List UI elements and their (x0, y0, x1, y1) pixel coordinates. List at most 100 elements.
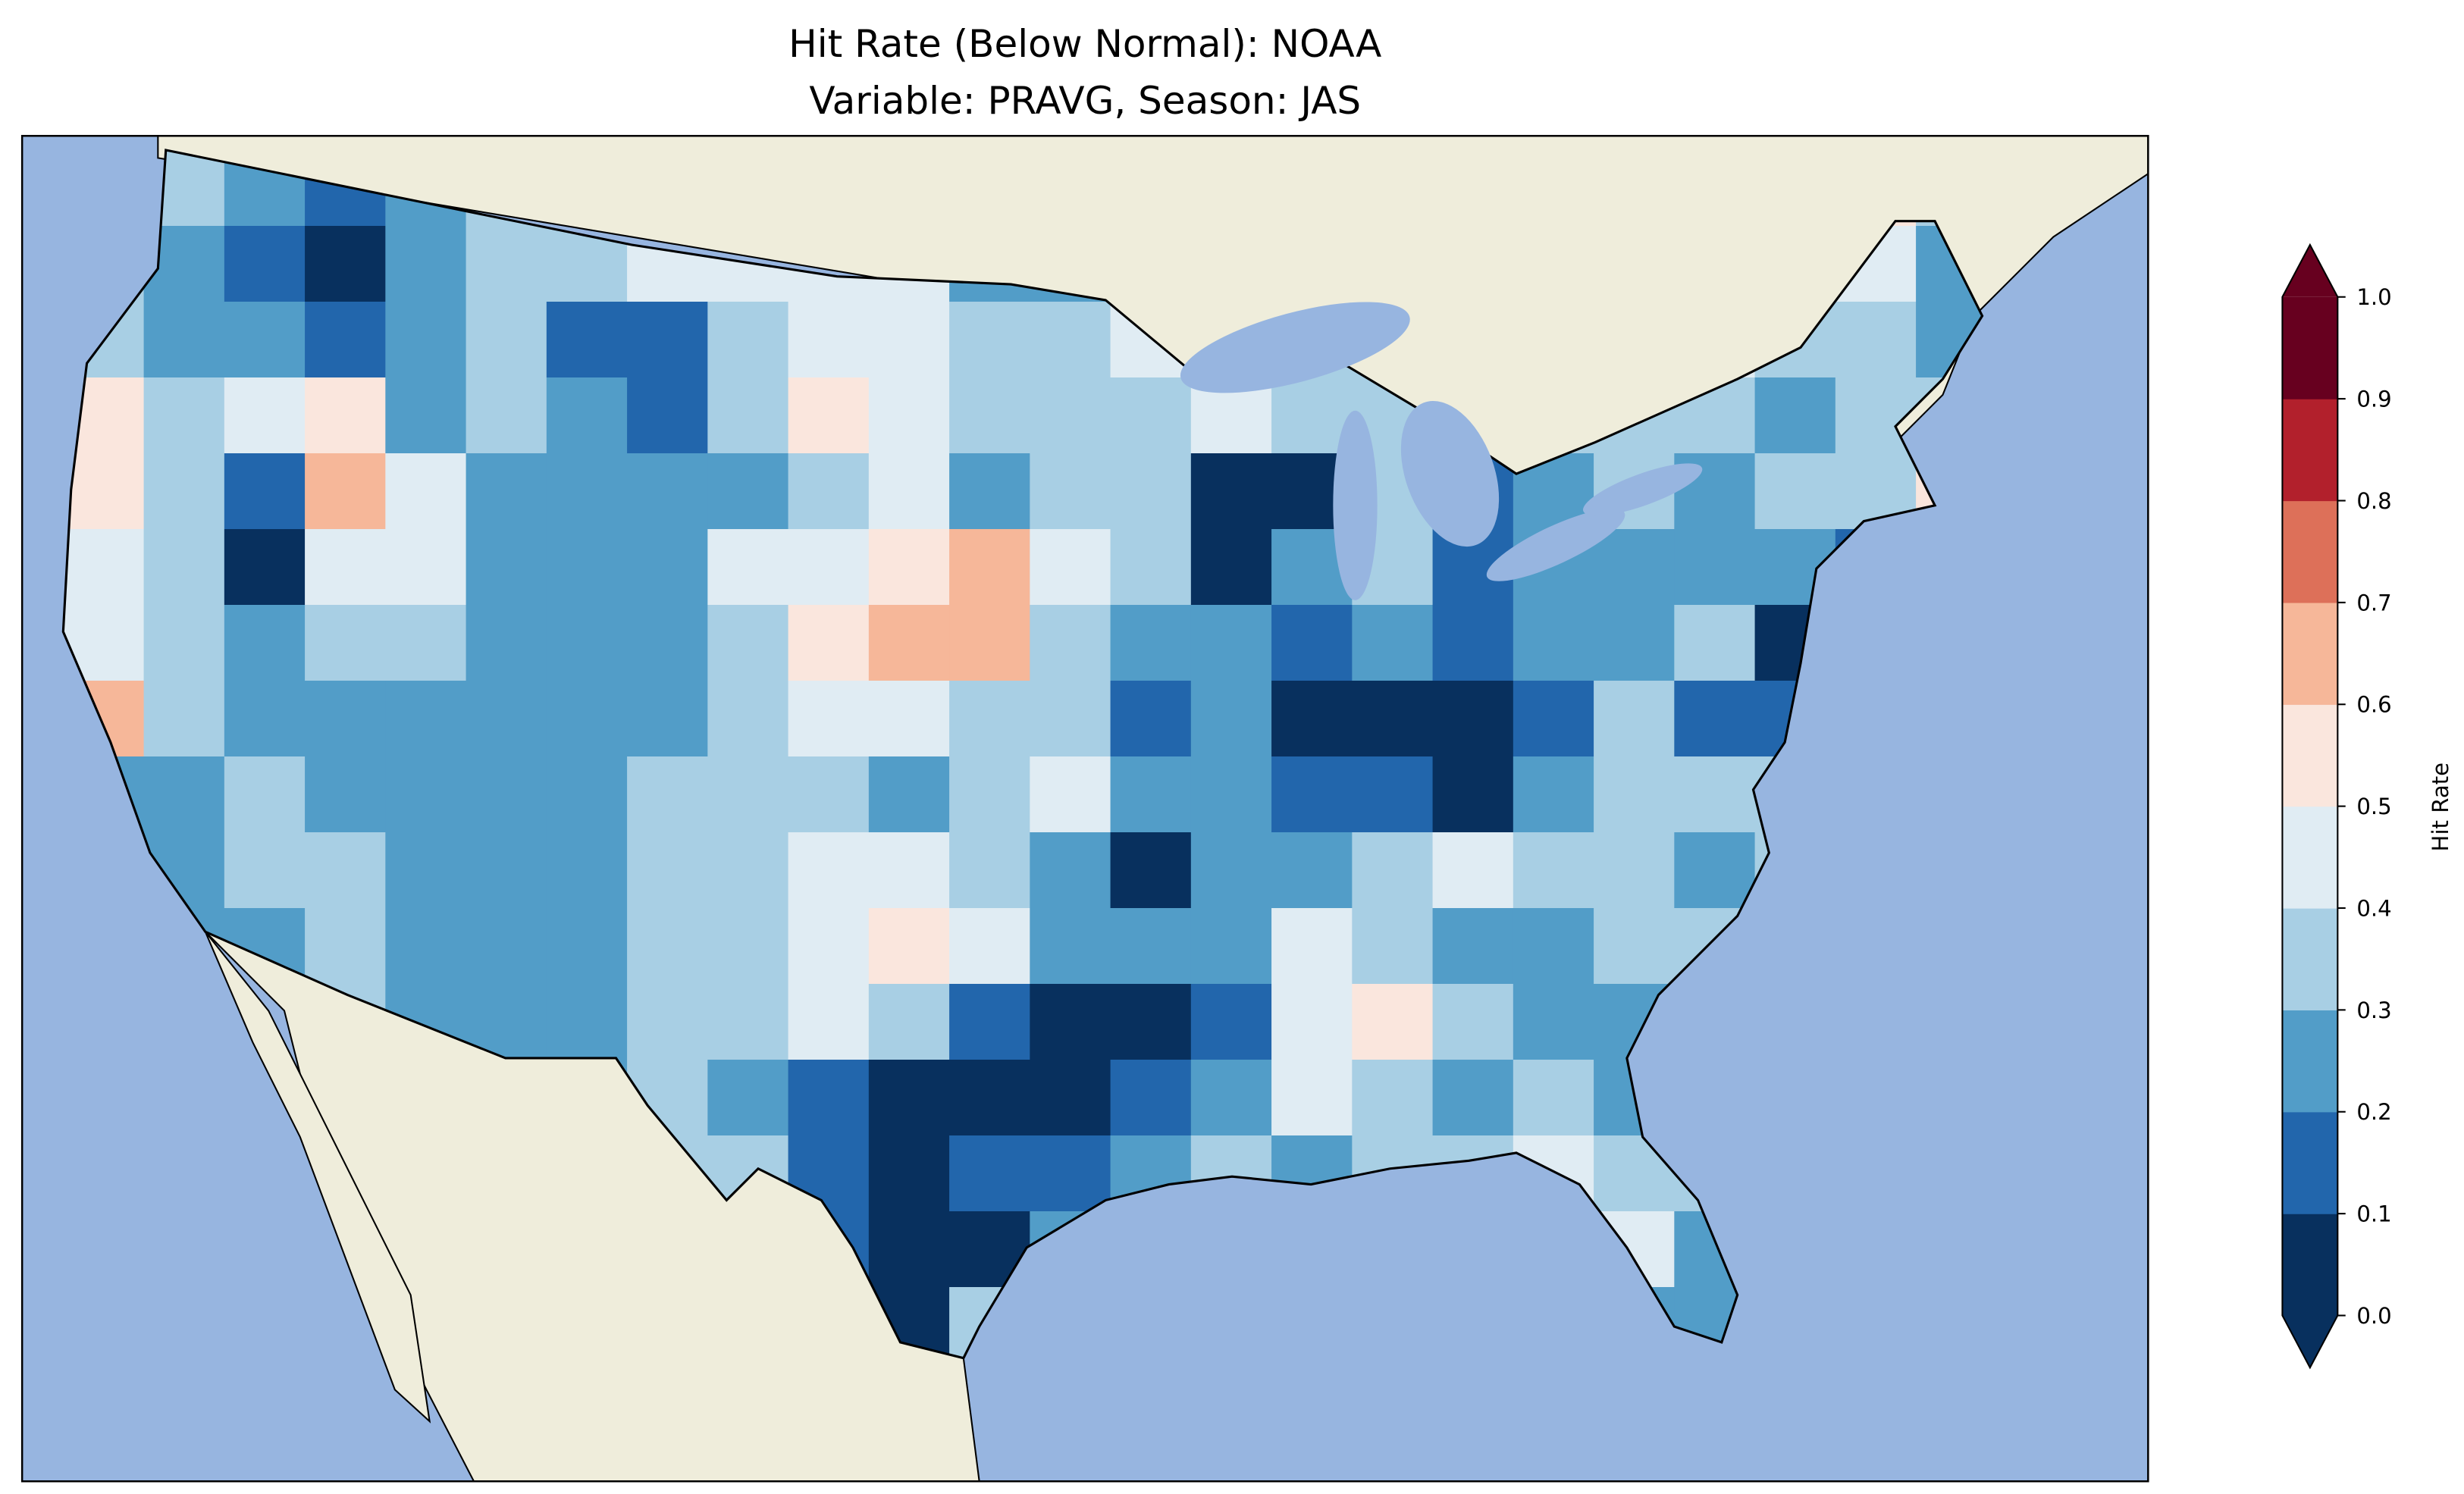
grid-cell (1190, 984, 1273, 1061)
map-frame (20, 135, 2149, 1483)
grid-cell (305, 377, 387, 455)
grid-cell (1271, 1060, 1353, 1137)
grid-cell (1271, 832, 1353, 910)
grid-cell (1190, 756, 1273, 834)
grid-cell (1030, 453, 1111, 531)
grid-cell (385, 605, 467, 682)
grid-cell (1594, 908, 1676, 985)
grid-cell (707, 908, 789, 985)
colorbar-tick-label: 0.1 (2356, 1201, 2391, 1227)
grid-cell (1352, 681, 1434, 758)
grid-cell (1190, 1060, 1273, 1137)
grid-cell (1190, 681, 1273, 758)
grid-cell (466, 832, 547, 910)
grid-cell (868, 377, 951, 455)
grid-cell (1110, 908, 1192, 985)
grid-cell (707, 984, 789, 1061)
grid-cell (1352, 908, 1434, 985)
grid-cell (1030, 1135, 1111, 1213)
grid-cell (868, 1135, 951, 1213)
grid-cell (1513, 908, 1595, 985)
grid-cell (1513, 681, 1595, 758)
grid-cell (868, 302, 951, 379)
colorbar-label: Hit Rate (2428, 763, 2453, 852)
us-coastline (61, 149, 1984, 1360)
grid-cell (224, 226, 306, 303)
grid-cell (385, 302, 467, 379)
grid-cell (305, 832, 387, 910)
grid-cell (63, 453, 145, 531)
grid-cell (627, 529, 709, 606)
grid-cell (385, 529, 467, 606)
grid-cell (466, 453, 547, 531)
grid-cell (707, 681, 789, 758)
great-lakes (1180, 302, 1703, 600)
grid-cell (466, 908, 547, 985)
grid-cell (1594, 605, 1676, 682)
grid-cell (1110, 453, 1192, 531)
colorbar-segment (2282, 1214, 2338, 1317)
grid-cell (949, 681, 1031, 758)
grid-cell (1674, 681, 1756, 758)
grid-cell (868, 832, 951, 910)
grid-cell (788, 1060, 870, 1137)
grid-cell (1110, 681, 1192, 758)
grid-cell (1432, 908, 1514, 985)
grid-cell (1110, 1060, 1192, 1137)
grid-cell (1594, 832, 1676, 910)
colorbar-segment (2282, 1010, 2338, 1113)
grid-cell (1030, 605, 1111, 682)
grid-cell (1674, 605, 1756, 682)
colorbar-segment (2282, 500, 2338, 603)
colorbar-tick-label: 0.8 (2356, 488, 2391, 514)
grid-cell (1190, 908, 1273, 985)
grid-cell (1190, 605, 1273, 682)
grid-cell (1754, 453, 1836, 531)
grid-cell (868, 605, 951, 682)
grid-cell (466, 226, 547, 303)
grid-cell (868, 453, 951, 531)
grid-cell (788, 756, 870, 834)
grid-cell (627, 681, 709, 758)
grid-cell (707, 377, 789, 455)
grid-cell (949, 377, 1031, 455)
grid-cell (868, 908, 951, 985)
colorbar-tick-label: 0.4 (2356, 895, 2391, 921)
colorbar-tick-label: 0.2 (2356, 1099, 2391, 1125)
grid-cell (143, 302, 225, 379)
grid-cell (1271, 681, 1353, 758)
grid-cell (143, 681, 225, 758)
grid-cell (1513, 832, 1595, 910)
grid-cell (305, 681, 387, 758)
colorbar-tick-label: 0.0 (2356, 1303, 2391, 1329)
grid-cell (707, 756, 789, 834)
grid-cell (868, 1060, 951, 1137)
grid-cell (1594, 529, 1676, 606)
colorbar-tick-label: 0.9 (2356, 387, 2391, 412)
grid-cell (224, 681, 306, 758)
grid-cell (1513, 756, 1595, 834)
colorbar-segment (2282, 1111, 2338, 1214)
colorbar-extend-max (2282, 245, 2338, 297)
grid-cell (466, 529, 547, 606)
grid-cell (949, 1060, 1031, 1137)
grid-cell (1110, 377, 1192, 455)
colorbar-segment (2282, 399, 2338, 502)
grid-cell (1030, 377, 1111, 455)
grid-cell (949, 605, 1031, 682)
grid-cell (546, 302, 629, 379)
grid-cell (1432, 832, 1514, 910)
grid-cell (305, 453, 387, 531)
colorbar-tick-label: 0.7 (2356, 590, 2391, 615)
grid-cell (385, 756, 467, 834)
grid-cell (1513, 1060, 1595, 1137)
colorbar-segment (2282, 296, 2338, 399)
grid-cell (1110, 984, 1192, 1061)
grid-cell (546, 984, 629, 1061)
grid-cell (305, 226, 387, 303)
grid-cell (546, 605, 629, 682)
grid-cell (1432, 984, 1514, 1061)
grid-cell (143, 605, 225, 682)
grid-cell (949, 756, 1031, 834)
